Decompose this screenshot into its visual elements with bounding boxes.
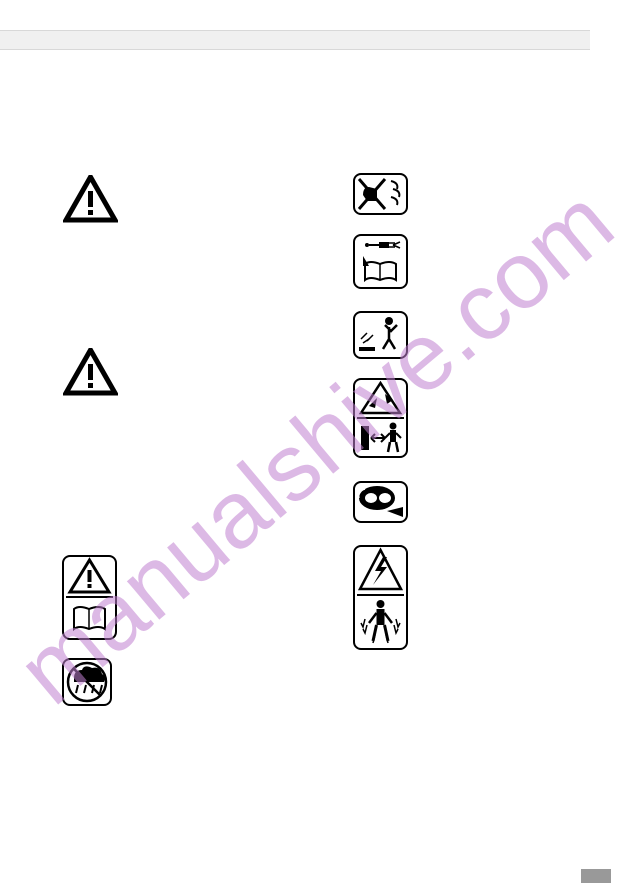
no-hand-grab-icon [353,173,408,215]
no-rain-icon [62,658,112,706]
keep-distance-icon [353,378,408,458]
disconnect-read-manual-icon [353,234,408,289]
watermark-text: manualshive.com [0,167,631,726]
header-bar [0,30,590,50]
warning-triangle-icon [63,175,118,223]
page-number-box [581,869,611,883]
warning-triangle-icon [63,348,118,396]
flying-debris-icon [353,311,408,359]
eye-protection-icon [353,481,408,523]
electric-shock-icon [353,545,408,650]
read-manual-warning-icon [62,555,117,640]
